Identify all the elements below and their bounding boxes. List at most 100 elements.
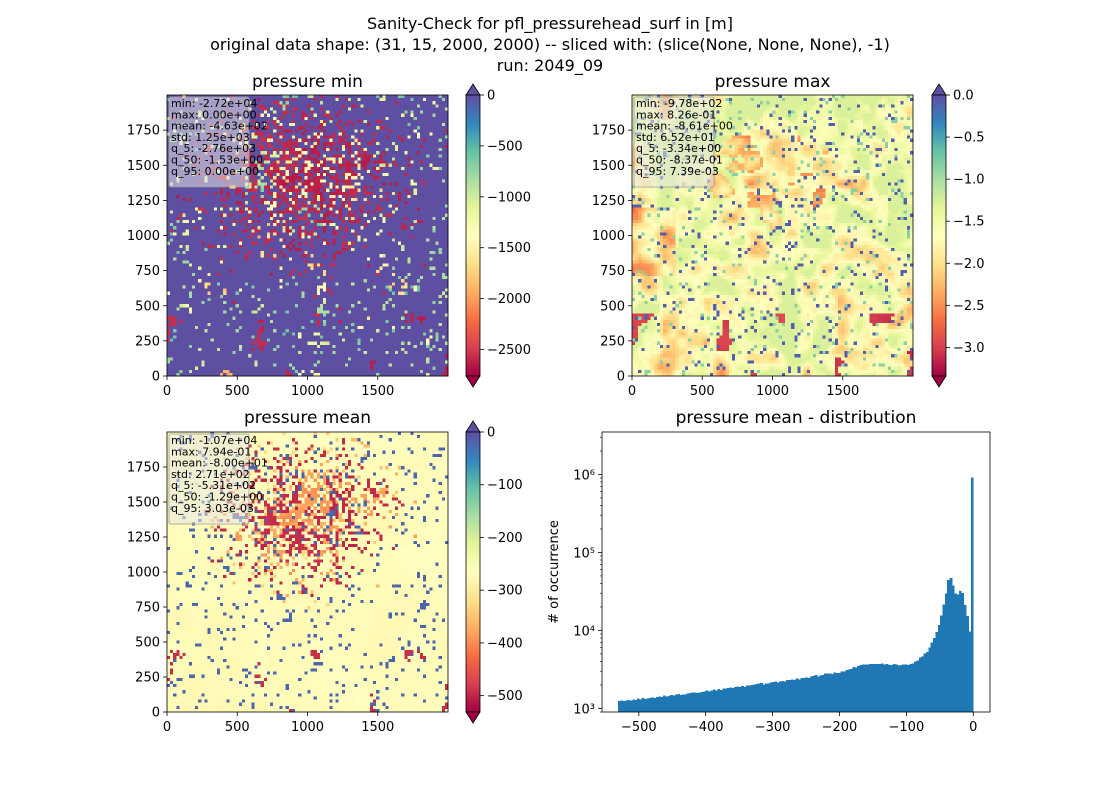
map-cell	[407, 201, 411, 205]
map-cell	[432, 223, 436, 227]
map-cell	[326, 241, 330, 246]
map-cell	[416, 129, 421, 133]
map-cell	[326, 141, 330, 146]
map-cell	[444, 223, 449, 227]
map-cell	[310, 219, 315, 224]
map-cell	[360, 98, 365, 102]
map-cell	[332, 126, 336, 130]
map-cell	[329, 204, 333, 208]
map-cell	[301, 194, 305, 199]
map-cell	[260, 185, 265, 190]
map-cell	[354, 154, 358, 158]
map-cell	[291, 179, 296, 183]
map-cell	[419, 101, 424, 105]
map-cell	[416, 201, 421, 205]
map-cell	[295, 188, 299, 193]
map-cell	[344, 113, 349, 118]
map-cell	[351, 176, 355, 180]
map-cell	[429, 138, 433, 143]
map-cell	[276, 232, 280, 236]
map-cell	[254, 182, 258, 186]
map-cell	[426, 229, 430, 233]
map-cell	[298, 232, 302, 236]
map-cell	[319, 179, 324, 183]
map-cell	[351, 198, 355, 202]
map-cell	[341, 207, 346, 211]
map-cell	[382, 148, 386, 152]
map-cell	[326, 129, 330, 133]
map-cell	[182, 207, 187, 211]
map-cell	[310, 201, 315, 205]
map-cell	[216, 223, 221, 227]
map-cell	[432, 98, 436, 102]
map-cell	[329, 148, 333, 152]
map-cell	[301, 138, 305, 143]
map-cell	[435, 119, 439, 124]
map-cell	[323, 210, 327, 214]
map-cell	[388, 194, 393, 199]
map-cell	[435, 151, 439, 155]
map-cell	[441, 144, 446, 149]
map-cell	[413, 257, 418, 261]
map-cell	[401, 263, 405, 268]
map-cell	[245, 201, 249, 205]
map-cell	[241, 207, 246, 211]
map-cell	[260, 182, 265, 186]
map-cell	[391, 194, 396, 199]
map-cell	[307, 176, 311, 180]
map-cell	[382, 123, 386, 127]
map-cell	[285, 251, 290, 255]
map-cell	[441, 138, 446, 143]
map-cell	[316, 173, 321, 177]
map-cell	[416, 229, 421, 233]
map-cell	[167, 188, 171, 193]
map-cell	[257, 135, 262, 140]
map-cell	[316, 138, 321, 143]
map-cell	[354, 113, 358, 118]
map-cell	[254, 238, 258, 243]
map-cell	[295, 173, 299, 177]
map-cell	[226, 204, 230, 208]
map-cell	[326, 104, 330, 108]
map-cell	[410, 144, 414, 149]
map-cell	[310, 204, 315, 208]
map-cell	[195, 213, 199, 218]
map-cell	[373, 213, 377, 218]
map-cell	[304, 113, 308, 118]
map-cell	[416, 207, 421, 211]
map-cell	[213, 198, 218, 202]
map-cell	[391, 238, 396, 243]
map-cell	[273, 263, 277, 268]
map-cell	[248, 182, 252, 186]
map-cell	[204, 216, 208, 221]
map-cell	[444, 185, 449, 190]
map-cell	[398, 204, 402, 208]
map-cell	[416, 135, 421, 140]
map-cell	[235, 223, 240, 227]
map-cell	[391, 263, 396, 268]
map-cell	[251, 119, 255, 124]
map-cell	[369, 144, 374, 149]
map-cell	[388, 151, 393, 155]
map-cell	[329, 144, 333, 149]
map-cell	[444, 163, 449, 168]
map-cell	[423, 229, 427, 233]
map-cell	[323, 144, 327, 149]
map-cell	[235, 210, 240, 214]
map-cell	[338, 119, 343, 124]
map-cell	[354, 141, 358, 146]
map-cell	[316, 260, 321, 264]
map-cell	[360, 110, 365, 115]
map-cell	[363, 101, 368, 105]
map-cell	[326, 119, 330, 124]
map-cell	[326, 226, 330, 230]
map-cell	[369, 251, 374, 255]
map-cell	[185, 263, 190, 268]
map-cell	[426, 251, 430, 255]
map-cell	[391, 98, 396, 102]
map-cell	[319, 263, 324, 268]
map-cell	[363, 113, 368, 118]
map-cell	[341, 113, 346, 118]
map-cell	[438, 101, 443, 105]
map-cell	[351, 119, 355, 124]
